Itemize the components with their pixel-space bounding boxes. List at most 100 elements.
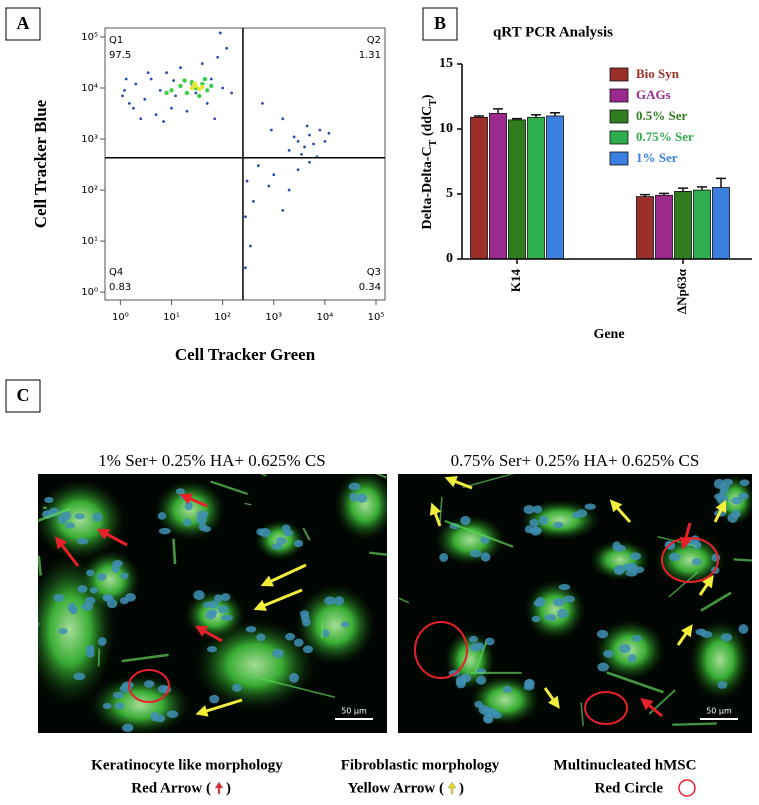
nucleus	[289, 672, 299, 683]
nucleus	[302, 618, 311, 627]
bar	[470, 116, 488, 260]
point	[312, 142, 315, 146]
nucleus	[544, 614, 557, 621]
point	[318, 128, 322, 132]
fiber	[462, 474, 515, 489]
quadrant-value: 0.83	[109, 282, 131, 293]
nucleus	[92, 512, 103, 522]
point	[164, 90, 169, 96]
y-tick-label: 10¹	[81, 236, 98, 247]
error-bar	[697, 186, 707, 191]
point	[272, 173, 276, 177]
point	[267, 184, 271, 188]
arrow	[680, 522, 692, 550]
point	[270, 128, 273, 132]
nucleus	[596, 629, 609, 639]
legend-label-close: )	[459, 780, 464, 796]
legend-label: 0.75% Ser	[636, 129, 694, 144]
point	[132, 106, 135, 110]
panel-label: A	[17, 13, 30, 33]
nucleus	[57, 515, 68, 524]
nucleus	[207, 646, 217, 653]
point	[139, 117, 143, 121]
point	[296, 168, 300, 172]
nucleus	[271, 543, 283, 550]
y-axis-label-part: Delta-Delta-C	[420, 146, 435, 229]
nucleus	[455, 678, 466, 689]
nucleus	[155, 714, 166, 723]
nucleus	[196, 510, 209, 518]
nucleus	[166, 710, 179, 718]
scale-bar-label: 50 μm	[706, 707, 732, 716]
cell-body	[38, 480, 125, 560]
nucleus	[158, 527, 171, 535]
micrograph-title: 1% Ser+ 0.25% HA+ 0.625% CS	[98, 451, 325, 470]
legend-title: Fibroblastic morphology	[341, 757, 500, 773]
y-tick-label: 10	[439, 121, 453, 136]
fiber	[606, 671, 664, 694]
nucleus	[184, 501, 193, 511]
nucleus	[524, 678, 535, 689]
error-bar	[550, 112, 560, 116]
nucleus	[480, 552, 491, 562]
fiber	[700, 591, 732, 612]
nucleus	[334, 596, 345, 606]
point	[261, 101, 264, 105]
nucleus	[603, 649, 614, 658]
nucleus	[285, 632, 296, 641]
point	[209, 83, 214, 89]
cell-body	[335, 474, 387, 540]
point	[143, 97, 147, 101]
error-bar	[493, 108, 503, 114]
point	[202, 76, 208, 82]
point	[184, 90, 190, 96]
nucleus	[283, 529, 294, 537]
nucleus	[112, 691, 125, 699]
nucleus	[529, 518, 539, 527]
legend-arrow-icon	[214, 781, 224, 795]
arrow	[179, 493, 208, 508]
quadrant-value: 97.5	[109, 50, 131, 61]
point	[127, 101, 131, 105]
legend-arrow-icon	[447, 781, 457, 795]
nucleus	[532, 505, 543, 514]
nucleus	[341, 621, 350, 628]
nucleus	[719, 488, 729, 495]
nucleus	[114, 702, 125, 710]
point	[205, 88, 210, 93]
y-axis-label-part: )	[420, 94, 435, 99]
legend-label-close: )	[226, 780, 231, 796]
x-tick-label: 10²	[214, 312, 231, 323]
y-tick-label: 10⁰	[81, 287, 98, 298]
bar	[693, 189, 711, 260]
nucleus	[38, 621, 40, 627]
point	[287, 188, 291, 192]
y-axis-label: Cell Tracker Blue	[31, 99, 50, 228]
y-tick-label: 10³	[81, 134, 98, 145]
nucleus	[539, 515, 549, 526]
nucleus	[483, 714, 494, 724]
fiber	[580, 702, 584, 726]
arrow	[640, 697, 663, 718]
nucleus	[67, 602, 77, 613]
panel-box	[422, 7, 458, 41]
bar	[712, 187, 730, 260]
nucleus	[731, 496, 743, 505]
legend-swatch	[609, 130, 629, 145]
nucleus	[221, 614, 233, 621]
quadrant-name: Q1	[109, 35, 123, 46]
point	[230, 91, 234, 95]
nucleus	[106, 598, 118, 609]
fiber	[302, 527, 311, 541]
point	[192, 81, 197, 87]
nucleus	[668, 552, 681, 562]
x-tick-label: 10³	[265, 312, 282, 323]
fiber	[474, 642, 488, 672]
nucleus	[86, 569, 95, 577]
x-tick-label: ΔNp63α	[674, 268, 689, 314]
point	[249, 244, 252, 248]
nucleus	[120, 572, 129, 580]
y-tick-label: 10⁵	[81, 32, 98, 43]
nucleus	[275, 537, 287, 545]
nucleus	[572, 511, 581, 519]
